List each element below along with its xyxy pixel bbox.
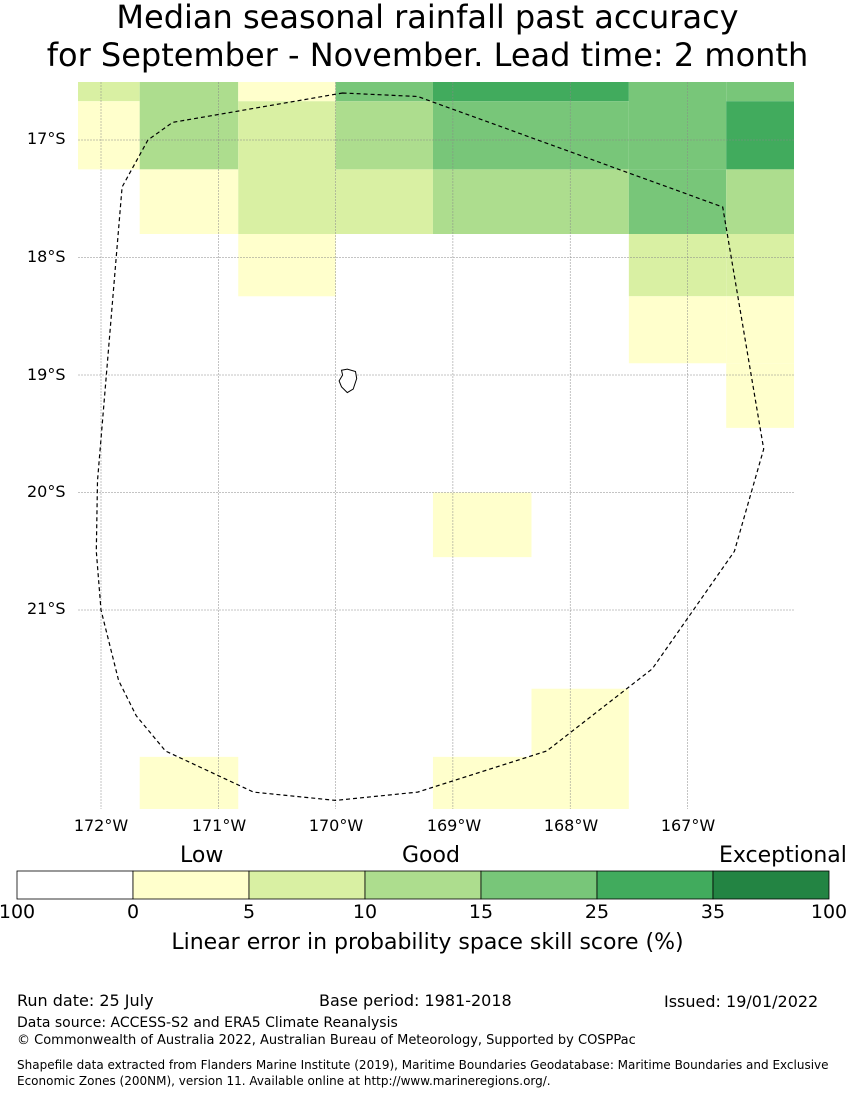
skill-cell xyxy=(432,169,629,234)
skill-cell xyxy=(726,363,794,428)
colorbar-tick: 15 xyxy=(468,901,494,923)
island-outline xyxy=(338,368,358,394)
lat-label-20s: 20°S xyxy=(27,482,66,501)
data-source: Data source: ACCESS-S2 and ERA5 Climate … xyxy=(17,1015,398,1031)
colorbar-bin xyxy=(132,870,250,900)
skill-cell xyxy=(432,101,629,170)
skill-cell xyxy=(139,82,239,170)
category-low: Low xyxy=(180,843,224,868)
lat-label-21s: 21°S xyxy=(27,599,66,618)
colorbar xyxy=(16,870,830,900)
skill-cell xyxy=(726,169,794,234)
skill-cell xyxy=(432,492,532,558)
lon-label-172w: 172°W xyxy=(73,816,129,835)
lon-label-171w: 171°W xyxy=(191,816,247,835)
lon-label-168w: 168°W xyxy=(543,816,599,835)
colorbar-bin xyxy=(364,870,482,900)
colorbar-tick: 0 xyxy=(126,901,140,923)
colorbar-tick: 100 xyxy=(0,901,36,923)
skill-cell xyxy=(432,756,532,809)
skill-cell xyxy=(139,169,239,234)
chart-title-line1: Median seasonal rainfall past accuracy xyxy=(116,0,739,36)
category-good: Good xyxy=(402,843,460,868)
skill-cell xyxy=(335,101,433,170)
skill-cell xyxy=(726,296,794,364)
skill-cell xyxy=(432,82,629,102)
skill-cell xyxy=(726,234,794,297)
run-date: Run date: 25 July xyxy=(17,991,154,1010)
skill-cell xyxy=(335,82,433,102)
colorbar-bin xyxy=(712,870,830,900)
lon-label-170w: 170°W xyxy=(308,816,364,835)
skill-cell xyxy=(531,688,629,809)
skill-cell xyxy=(139,756,239,809)
colorbar-tick: 35 xyxy=(700,901,726,923)
colorbar-axis-label: Linear error in probability space skill … xyxy=(171,930,684,955)
colorbar-bin xyxy=(480,870,598,900)
lat-label-19s: 19°S xyxy=(27,365,66,384)
base-period: Base period: 1981-2018 xyxy=(319,991,512,1010)
colorbar-bin xyxy=(16,870,134,900)
skill-grid-layer xyxy=(78,82,794,809)
colorbar-tick: 5 xyxy=(242,901,256,923)
lon-label-169w: 169°W xyxy=(426,816,482,835)
skill-cell xyxy=(726,82,794,102)
colorbar-tick: 100 xyxy=(810,901,848,923)
issued-date: Issued: 19/01/2022 xyxy=(664,992,819,1011)
graticule-layer xyxy=(78,82,794,809)
skill-cell xyxy=(238,101,336,234)
skill-cell xyxy=(238,234,336,297)
colorbar-tick: 25 xyxy=(584,901,610,923)
skill-cell xyxy=(78,82,140,102)
skill-cell xyxy=(78,101,140,170)
chart-title-line2: for September - November. Lead time: 2 m… xyxy=(46,36,809,74)
skill-cell xyxy=(335,169,433,234)
lon-label-167w: 167°W xyxy=(660,816,716,835)
skill-cell xyxy=(238,82,336,102)
lat-label-17s: 17°S xyxy=(27,129,66,148)
skill-cell xyxy=(628,234,727,297)
colorbar-tick: 10 xyxy=(352,901,378,923)
skill-cell xyxy=(628,296,727,364)
skill-cell xyxy=(628,82,727,170)
colorbar-bin xyxy=(248,870,366,900)
skill-cell xyxy=(628,169,727,234)
copyright-notice: © Commonwealth of Australia 2022, Austra… xyxy=(17,1033,636,1048)
lat-label-18s: 18°S xyxy=(27,247,66,266)
colorbar-bin xyxy=(596,870,714,900)
skill-cell xyxy=(726,101,794,170)
shapefile-credit: Shapefile data extracted from Flanders M… xyxy=(17,1058,829,1088)
category-exceptional: Exceptional xyxy=(719,843,847,868)
